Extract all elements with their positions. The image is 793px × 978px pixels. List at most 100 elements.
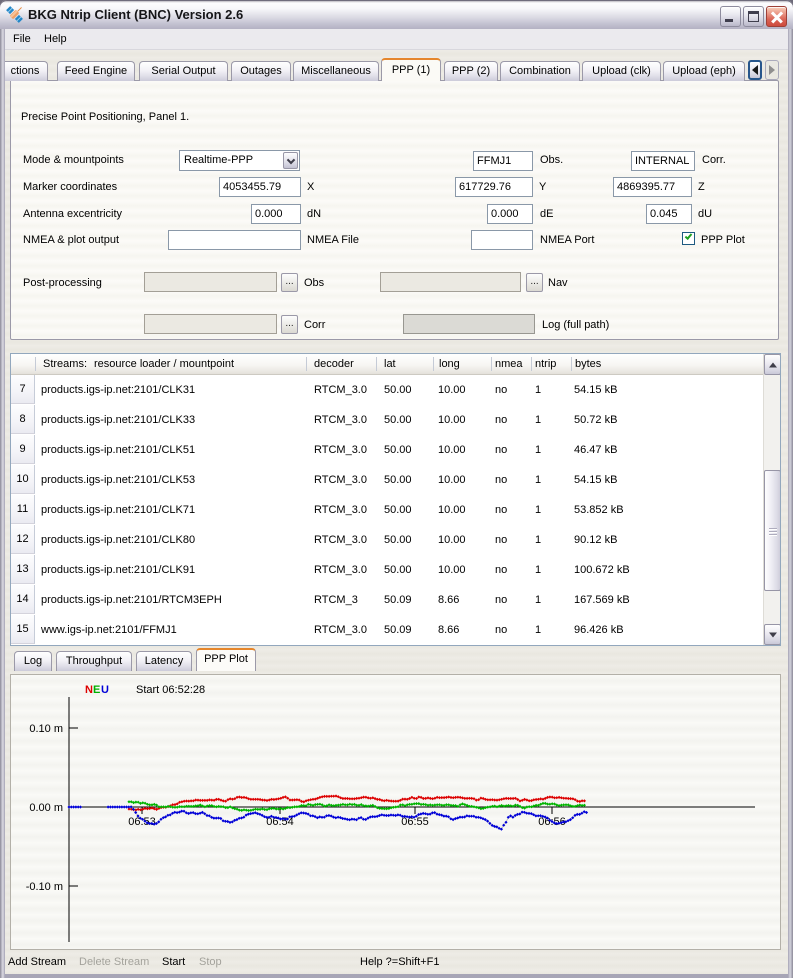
corr-label: Corr.	[702, 154, 726, 166]
scroll-down-button[interactable]	[764, 624, 780, 645]
delete-stream-action[interactable]: Delete Stream	[79, 956, 150, 968]
marker-label: Marker coordinates	[23, 181, 118, 193]
cell-bytes: 167.569 kB	[574, 594, 630, 606]
obs-mountpoint-field[interactable]	[473, 151, 533, 171]
bottom-tab-log[interactable]: Log	[14, 651, 52, 671]
combo-dropdown-button[interactable]	[283, 152, 298, 169]
column-separator	[531, 357, 532, 371]
cell-long: 8.66	[438, 594, 460, 606]
column-separator	[571, 357, 572, 371]
ppp-plot-checkbox[interactable]	[682, 232, 695, 245]
bottom-tab-latency[interactable]: Latency	[136, 651, 192, 671]
tab-ppp-1[interactable]: PPP (1)	[381, 58, 441, 81]
tab-upload-eph[interactable]: Upload (eph)	[663, 61, 745, 81]
y-tick-label: -0.10 m	[26, 881, 63, 893]
cell-decoder: RTCM_3.0	[314, 504, 367, 516]
post-nav-browse-button[interactable]: ...	[526, 273, 543, 292]
close-icon	[767, 7, 786, 26]
tab-feed-engine[interactable]: Feed Engine	[57, 61, 135, 81]
tab-miscellaneous[interactable]: Miscellaneous	[293, 61, 379, 81]
maximize-button[interactable]	[743, 6, 764, 27]
start-action[interactable]: Start	[162, 956, 186, 968]
series-U-markers	[67, 805, 589, 831]
table-row[interactable]: 14 products.igs-ip.net:2101/RTCM3EPH RTC…	[11, 585, 763, 615]
cell-decoder: RTCM_3.0	[314, 474, 367, 486]
cell-decoder: RTCM_3.0	[314, 384, 367, 396]
close-button[interactable]	[766, 6, 787, 27]
add-stream-action[interactable]: Add Stream	[8, 956, 67, 968]
bottom-tab-ppp-plot[interactable]: PPP Plot	[196, 648, 256, 671]
scroll-up-button[interactable]	[764, 354, 780, 375]
menu-file[interactable]: File	[13, 33, 31, 45]
tab-combination[interactable]: Combination	[500, 61, 580, 81]
cell-lat: 50.00	[384, 564, 412, 576]
cell-nmea: no	[495, 384, 508, 396]
table-row[interactable]: 15 www.igs-ip.net:2101/FFMJ1 RTCM_3.0 50…	[11, 615, 763, 645]
cell-mountpoint: products.igs-ip.net:2101/CLK80	[41, 534, 196, 546]
table-row[interactable]: 12 products.igs-ip.net:2101/CLK80 RTCM_3…	[11, 525, 763, 555]
antenna-de-field[interactable]	[487, 204, 533, 224]
tab-upload-clk[interactable]: Upload (clk)	[582, 61, 661, 81]
antenna-dn-field[interactable]	[251, 204, 301, 224]
help-hint: Help ?=Shift+F1	[360, 956, 440, 968]
minimize-button[interactable]	[720, 6, 741, 27]
table-row[interactable]: 8 products.igs-ip.net:2101/CLK33 RTCM_3.…	[11, 405, 763, 435]
bottom-tab-throughput[interactable]: Throughput	[56, 651, 132, 671]
post-corr-browse-button[interactable]: ...	[281, 315, 298, 334]
marker-y-field[interactable]	[455, 177, 533, 197]
antenna-du-field[interactable]	[646, 204, 692, 224]
cell-long: 10.00	[438, 414, 466, 426]
cell-bytes: 50.72 kB	[574, 414, 618, 426]
cell-ntrip: 1	[535, 624, 542, 636]
nmea-file-field[interactable]	[168, 230, 301, 250]
tab-ctions[interactable]: ctions	[5, 61, 48, 81]
cell-bytes: 90.12 kB	[574, 534, 618, 546]
mode-combobox[interactable]: Realtime-PPP	[179, 150, 300, 171]
stop-action[interactable]: Stop	[199, 956, 222, 968]
app-icon	[6, 6, 23, 23]
tab-outages[interactable]: Outages	[231, 61, 291, 81]
tab-serial-output[interactable]: Serial Output	[139, 61, 228, 81]
series-N-markers	[127, 794, 587, 812]
obs-label: Obs.	[540, 154, 564, 166]
table-row[interactable]: 9 products.igs-ip.net:2101/CLK51 RTCM_3.…	[11, 435, 763, 465]
titlebar[interactable]: BKG Ntrip Client (BNC) Version 2.6	[0, 0, 793, 29]
legend-item-U: U	[101, 684, 109, 696]
cell-long: 8.66	[438, 624, 460, 636]
ppp-plot-chart: N E U Start 06:52:28 0.10 m 0.00 m -0.10 m 06:5…	[26, 684, 755, 942]
table-row[interactable]: 7 products.igs-ip.net:2101/CLK31 RTCM_3.…	[11, 375, 763, 405]
scroll-right-icon	[769, 65, 775, 75]
table-row[interactable]: 13 products.igs-ip.net:2101/CLK91 RTCM_3…	[11, 555, 763, 585]
tab-scroll-left-button[interactable]	[748, 60, 762, 80]
table-row[interactable]: 11 products.igs-ip.net:2101/CLK71 RTCM_3…	[11, 495, 763, 525]
cell-bytes: 54.15 kB	[574, 384, 618, 396]
marker-x-field[interactable]	[219, 177, 301, 197]
marker-z-field[interactable]	[613, 177, 692, 197]
legend-item-N: N	[85, 684, 93, 696]
tab-ppp-2[interactable]: PPP (2)	[444, 61, 498, 81]
nmea-port-field[interactable]	[471, 230, 533, 250]
cell-nmea: no	[495, 474, 508, 486]
z-label: Z	[698, 181, 705, 193]
post-nav-label: Nav	[548, 277, 568, 289]
y-tick-label: 0.00 m	[29, 802, 63, 814]
cell-long: 10.00	[438, 444, 466, 456]
tab-scroll-right-button[interactable]	[765, 60, 779, 80]
scrollbar-thumb[interactable]	[764, 470, 780, 591]
cell-ntrip: 1	[535, 504, 542, 516]
header-mountpoint: resource loader / mountpoint	[94, 358, 235, 370]
menu-help[interactable]: Help	[44, 33, 67, 45]
table-scrollbar[interactable]	[763, 354, 780, 645]
cell-ntrip: 1	[535, 564, 542, 576]
cell-ntrip: 1	[535, 474, 542, 486]
row-number: 9	[11, 435, 35, 464]
cell-lat: 50.00	[384, 444, 412, 456]
panel-caption: Precise Point Positioning, Panel 1.	[21, 111, 190, 123]
corr-mountpoint-field[interactable]	[631, 151, 695, 171]
table-row[interactable]: 10 products.igs-ip.net:2101/CLK53 RTCM_3…	[11, 465, 763, 495]
dn-label: dN	[307, 208, 322, 220]
post-obs-browse-button[interactable]: ...	[281, 273, 298, 292]
minimize-icon	[725, 19, 733, 22]
cell-mountpoint: products.igs-ip.net:2101/CLK53	[41, 474, 196, 486]
